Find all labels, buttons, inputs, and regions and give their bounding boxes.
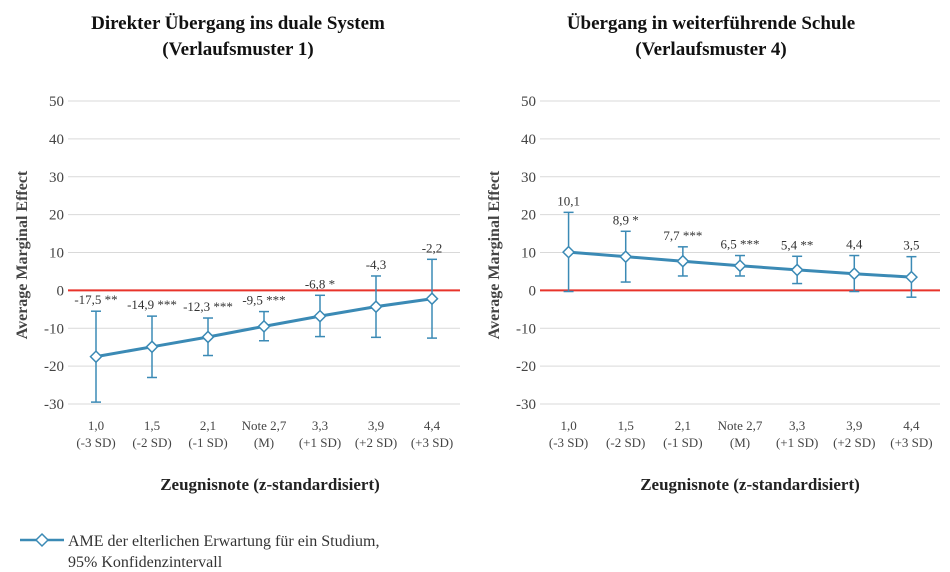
x-tick-label: 3,9 [368,418,384,433]
x-tick-sublabel: (-2 SD) [606,435,645,450]
data-point-marker [676,254,690,268]
y-tick-label: 10 [49,246,64,262]
data-label: -4,3 [366,257,387,272]
data-point-marker [790,263,804,277]
y-tick-label: 50 [521,94,536,110]
y-tick-label: 0 [57,283,65,299]
x-tick-label: 3,3 [789,418,805,433]
y-tick-label: -30 [516,397,536,413]
y-tick-label: 40 [521,132,536,148]
x-tick-sublabel: (-1 SD) [663,435,702,450]
x-tick-sublabel: (-1 SD) [188,435,227,450]
x-tick-sublabel: (M) [730,435,750,450]
x-tick-label: 3,9 [846,418,862,433]
data-point-marker [847,267,861,281]
chart-panel-duales-system: Direkter Übergang ins duale System (Verl… [14,13,460,494]
y-tick-label: -20 [44,359,64,375]
data-label: -2,2 [422,240,443,255]
data-point-marker [619,250,633,264]
y-tick-label: -20 [516,359,536,375]
y-tick-label: 10 [521,246,536,262]
x-tick-sublabel: (+3 SD) [411,435,453,450]
chart-panel-weiterfuehrende-schule: Übergang in weiterführende Schule (Verla… [486,13,940,494]
data-label: 7,7 *** [663,228,702,243]
x-tick-label: 2,1 [675,418,691,433]
legend-diamond-marker [34,532,50,548]
data-label: 6,5 *** [721,237,760,252]
data-point-marker [425,292,439,306]
x-tick-label: 4,4 [424,418,441,433]
y-tick-label: 0 [529,283,537,299]
data-point-marker [89,350,103,364]
data-label: -9,5 *** [242,293,285,308]
plot-area: 50 40 30 20 10 0 -10 -20 -30 1,0 (-3 SD) 1,5 (-2 SD)… [516,94,940,450]
x-tick-sublabel: (-3 SD) [76,435,115,450]
data-label: 3,5 [903,238,919,253]
data-point-marker [733,259,747,273]
x-axis-title: Zeugnisnote (z-standardisiert) [640,475,860,494]
chart-title-line2: (Verlaufsmuster 4) [635,39,786,60]
data-point-marker [201,330,215,344]
data-label: -14,9 *** [127,297,177,312]
y-tick-label: 40 [49,132,64,148]
x-tick-label: Note 2,7 [718,418,763,433]
legend-label-line1: AME der elterlichen Erwartung für ein St… [68,533,379,550]
data-point-marker [904,270,918,284]
y-tick-label: 30 [521,170,536,186]
y-axis-title: Average Marginal Effect [486,170,503,339]
x-axis-title: Zeugnisnote (z-standardisiert) [160,475,380,494]
x-tick-label: 1,5 [144,418,160,433]
y-axis-title: Average Marginal Effect [14,170,31,339]
data-label: -12,3 *** [183,299,233,314]
x-tick-sublabel: (+1 SD) [299,435,341,450]
x-tick-sublabel: (-3 SD) [549,435,588,450]
x-tick-label: 3,3 [312,418,328,433]
y-tick-label: -30 [44,397,64,413]
chart-title-line1: Übergang in weiterführende Schule [567,13,855,34]
x-tick-sublabel: (+1 SD) [776,435,818,450]
data-label: 10,1 [557,193,580,208]
plot-area: 50 40 30 20 10 0 -10 -20 -30 1,0 (-3 SD) 1,5 (-2 SD)… [44,94,460,450]
y-tick-label: 30 [49,170,64,186]
x-tick-label: 1,5 [618,418,634,433]
chart-title-line1: Direkter Übergang ins duale System [91,13,385,34]
x-tick-sublabel: (+3 SD) [890,435,932,450]
data-label: -17,5 ** [74,292,117,307]
data-point-marker [562,245,576,259]
x-tick-sublabel: (+2 SD) [355,435,397,450]
x-tick-label: Note 2,7 [242,418,287,433]
data-label: 8,9 * [613,212,639,227]
y-tick-label: 20 [521,208,536,224]
y-tick-label: -10 [44,321,64,337]
x-tick-sublabel: (M) [254,435,274,450]
x-tick-label: 2,1 [200,418,216,433]
y-tick-label: 50 [49,94,64,110]
data-point-marker [313,309,327,323]
data-point-marker [369,300,383,314]
legend: AME der elterlichen Erwartung für ein St… [20,532,379,571]
x-tick-label: 4,4 [903,418,920,433]
legend-label-line2: 95% Konfidenzintervall [68,554,223,571]
data-label: -6,8 * [305,276,335,291]
data-label: 4,4 [846,237,863,252]
x-tick-sublabel: (-2 SD) [132,435,171,450]
y-tick-label: 20 [49,208,64,224]
x-tick-sublabel: (+2 SD) [833,435,875,450]
x-tick-label: 1,0 [560,418,576,433]
data-label: 5,4 ** [781,237,814,252]
data-point-marker [145,340,159,354]
x-tick-label: 1,0 [88,418,104,433]
y-tick-label: -10 [516,321,536,337]
chart-title-line2: (Verlaufsmuster 1) [162,39,313,60]
data-point-marker [257,319,271,333]
